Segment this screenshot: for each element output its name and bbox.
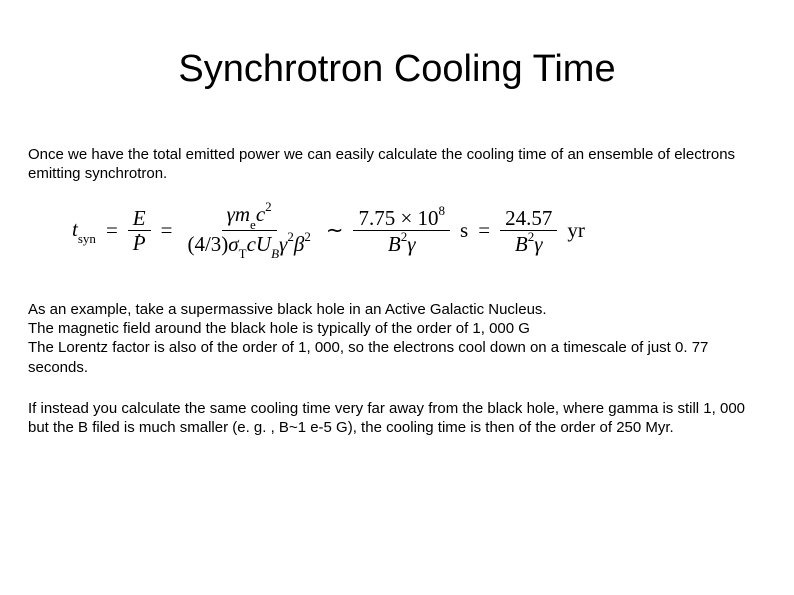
example-line-3: The Lorentz factor is also of the order … [28, 338, 766, 376]
eq-frac-numeric-yr: 24.57 B2γ [500, 206, 557, 256]
equation-block: tsyn = E . P = γmec2 (4/3)σTcUBγ2β2 ∼ [72, 201, 766, 260]
eq-gamma2-sup: 2 [287, 229, 294, 244]
eq-c2: c [247, 232, 256, 256]
eq-B-sup: 2 [401, 229, 408, 244]
example-paragraph: As an example, take a supermassive black… [28, 300, 766, 377]
eq-equals-1: = [106, 218, 118, 243]
eq-frac-E-Pdot: E . P [128, 206, 151, 255]
eq-unit-yr: yr [567, 218, 585, 243]
intro-paragraph: Once we have the total emitted power we … [28, 145, 766, 183]
eq-approx: ∼ [326, 218, 344, 243]
example-line-2: The magnetic field around the black hole… [28, 319, 766, 338]
eq-c: c [256, 202, 265, 226]
eq-c-sup: 2 [265, 199, 272, 214]
eq-frac4-den: B2γ [510, 231, 548, 256]
eq-Pdot-dot: . [137, 221, 141, 240]
eq-m-sub: e [250, 217, 256, 232]
eq-t: t [72, 217, 78, 241]
eq-t-sub: syn [78, 231, 96, 246]
eq-B: B [388, 232, 401, 256]
eq-equals-3: = [478, 218, 490, 243]
eq-gamma3: γ [407, 232, 415, 256]
eq-frac3-den: B2γ [383, 231, 421, 256]
eq-exp8: 8 [439, 203, 446, 218]
eq-coeff: 7.75 × 10 [358, 206, 438, 230]
cooling-time-equation: tsyn = E . P = γmec2 (4/3)σTcUBγ2β2 ∼ [72, 201, 766, 260]
eq-frac4-num: 24.57 [500, 206, 557, 231]
eq-beta-sup: 2 [304, 229, 311, 244]
eq-frac2-den: (4/3)σTcUBγ2β2 [182, 231, 315, 260]
eq-sigmaT: T [239, 246, 247, 261]
eq-B2-sup: 2 [528, 229, 535, 244]
eq-frac-gmc2: γmec2 (4/3)σTcUBγ2β2 [182, 201, 315, 260]
eq-m: m [235, 202, 250, 226]
eq-43: (4/3) [187, 232, 228, 256]
eq-sigma: σ [228, 232, 238, 256]
eq-lhs: tsyn [72, 217, 96, 245]
eq-U: U [256, 232, 271, 256]
eq-B2: B [515, 232, 528, 256]
example-line-1: As an example, take a supermassive black… [28, 300, 766, 319]
eq-beta: β [294, 232, 304, 256]
eq-unit-s: s [460, 218, 468, 243]
slide-title: Synchrotron Cooling Time [28, 48, 766, 91]
eq-equals-2: = [161, 218, 173, 243]
conclusion-paragraph: If instead you calculate the same coolin… [28, 399, 766, 437]
eq-gamma: γ [227, 202, 235, 226]
eq-frac-numeric-s: 7.75 × 108 B2γ [353, 205, 450, 256]
eq-gamma4: γ [534, 232, 542, 256]
eq-frac2-num: γmec2 [222, 201, 277, 231]
slide-root: Synchrotron Cooling Time Once we have th… [0, 0, 794, 595]
eq-UB: B [271, 246, 279, 261]
eq-frac1-den: . P [128, 231, 151, 255]
eq-frac3-num: 7.75 × 108 [353, 205, 450, 231]
